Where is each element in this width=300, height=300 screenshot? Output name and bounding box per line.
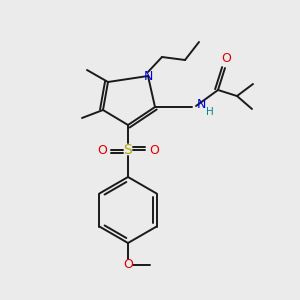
Text: O: O bbox=[123, 259, 133, 272]
Text: H: H bbox=[206, 107, 214, 117]
Text: N: N bbox=[143, 70, 153, 83]
Text: S: S bbox=[124, 143, 132, 157]
Text: O: O bbox=[221, 52, 231, 65]
Text: O: O bbox=[97, 143, 107, 157]
Text: O: O bbox=[149, 143, 159, 157]
Text: N: N bbox=[197, 98, 206, 112]
